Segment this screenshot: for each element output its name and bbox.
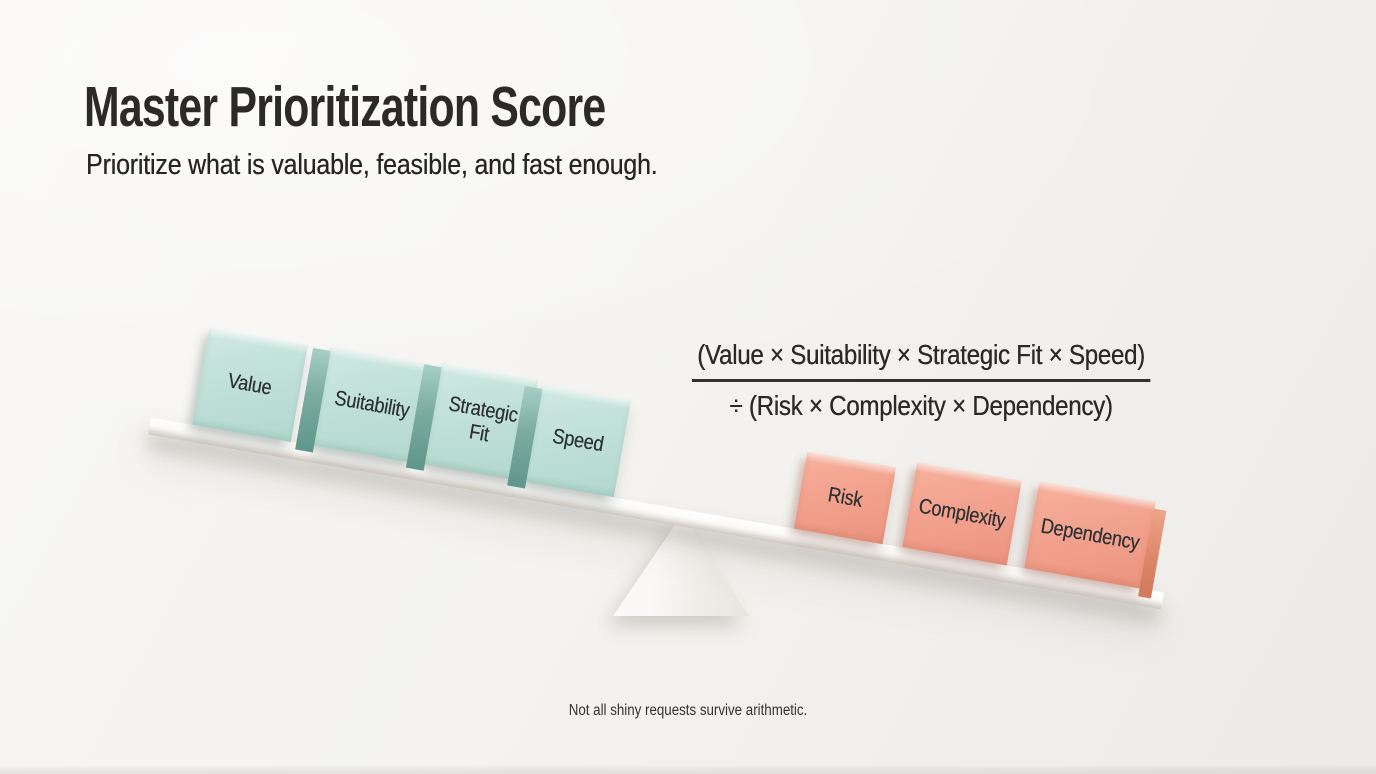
page-title: Master Prioritization Score [84,75,606,139]
photo-bottom-edge [0,765,1376,774]
page-subtitle: Prioritize what is valuable, feasible, a… [86,149,658,181]
block-label: Value [226,369,274,400]
block-complexity: Complexity [902,462,1022,566]
block-value: Value [192,328,308,442]
block-label: Suitability [332,386,412,423]
block-speed: Speed [525,384,631,498]
block-label: Speed [550,424,606,457]
block-label: Complexity [916,494,1008,533]
block-label: Risk [826,483,864,513]
formula-denominator: ÷ (Risk × Complexity × Dependency) [729,390,1113,421]
block-label: Strategic Fit [446,392,520,447]
footer-caption: Not all shiny requests survive arithmeti… [568,702,808,719]
scoring-formula: (Value × Suitability × Strategic Fit × S… [692,339,1151,422]
block-label: Dependency [1038,514,1142,555]
block-risk: Risk [793,451,897,545]
formula-numerator: (Value × Suitability × Strategic Fit × S… [692,339,1151,382]
